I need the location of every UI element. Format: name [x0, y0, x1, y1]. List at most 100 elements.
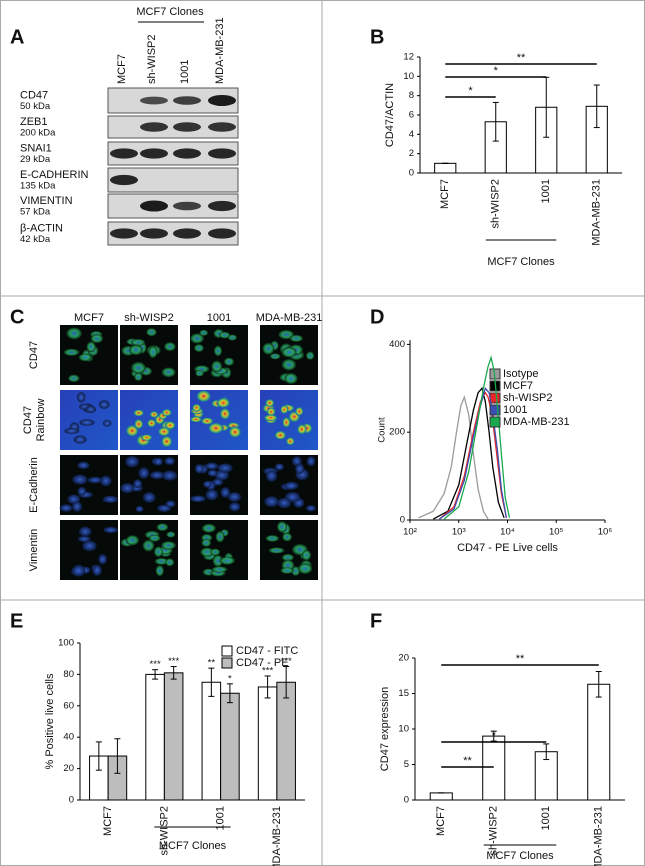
cell — [211, 360, 223, 373]
band — [208, 95, 236, 106]
comparison-label: * — [468, 85, 473, 97]
cell — [284, 481, 299, 490]
cell — [280, 567, 294, 574]
band — [110, 148, 138, 159]
y-tick-label: 10 — [403, 71, 414, 82]
y-tick-label: 20 — [63, 763, 74, 774]
lane-label: 1001 — [179, 60, 191, 84]
cell — [125, 424, 139, 437]
y-tick-label: 15 — [398, 688, 409, 699]
cell — [305, 505, 317, 512]
lane-label: MCF7 — [116, 54, 128, 84]
x-tick-label: MCF7 — [435, 806, 447, 836]
cell — [140, 434, 153, 441]
bar — [482, 735, 506, 801]
legend-label: sh-WISP2 — [503, 392, 553, 404]
column-label: MCF7 — [74, 312, 104, 324]
protein-name: VIMENTIN — [20, 195, 73, 207]
cell — [86, 341, 96, 353]
protein-size: 200 kDa — [20, 128, 56, 139]
band — [173, 148, 201, 159]
cell — [103, 526, 119, 534]
cell — [264, 496, 279, 507]
cell — [208, 422, 224, 434]
cell — [98, 400, 110, 409]
cell — [148, 346, 158, 359]
x-tick-label: sh-WISP2 — [490, 179, 502, 229]
y-tick-label: 0 — [404, 795, 409, 806]
comparison-label: * — [494, 65, 499, 77]
bar — [587, 683, 611, 801]
column-label: sh-WISP2 — [124, 312, 174, 324]
protein-size: 29 kDa — [20, 154, 51, 165]
y-tick-label: 2 — [409, 148, 414, 159]
cell — [161, 408, 172, 417]
cell — [229, 502, 241, 512]
cell — [134, 418, 144, 430]
y-tick-label: 0 — [69, 795, 74, 806]
bar — [257, 686, 278, 801]
x-tick-label: MDA-MB-231 — [593, 806, 605, 866]
legend-swatch — [221, 645, 233, 657]
protein-name: SNAI1 — [20, 142, 52, 154]
cell — [274, 430, 287, 440]
protein-size: 42 kDa — [20, 234, 51, 245]
cell — [285, 437, 295, 446]
cell — [217, 463, 233, 473]
x-axis-label: CD47 - PE Live cells — [457, 542, 558, 554]
cell — [212, 554, 223, 567]
band — [110, 228, 138, 239]
x-tick-label: 10⁶ — [598, 527, 613, 538]
cell — [200, 417, 214, 425]
cell — [72, 564, 86, 577]
panel-letter: E — [10, 610, 23, 632]
legend-swatch — [221, 657, 233, 669]
row-label: CD47 — [22, 406, 34, 434]
x-tick-label: 10² — [403, 527, 417, 538]
y-tick-label: 10 — [398, 724, 409, 735]
band — [140, 228, 168, 239]
legend-label: MCF7 — [503, 380, 533, 392]
cell — [289, 334, 304, 342]
band — [140, 122, 168, 132]
group-label: MCF7 Clones — [487, 256, 555, 268]
x-tick-label: MCF7 — [102, 806, 114, 836]
cell — [102, 419, 112, 427]
cell — [282, 417, 291, 428]
cell — [82, 540, 97, 552]
cell — [219, 331, 231, 339]
cell — [280, 405, 289, 414]
panel-letter: B — [370, 26, 384, 48]
cell — [301, 549, 312, 561]
histogram-line — [432, 386, 505, 520]
cell — [85, 405, 97, 414]
x-tick-label: sh-WISP2 — [488, 806, 500, 856]
column-label: MDA-MB-231 — [256, 312, 323, 324]
lane-label: MDA-MB-231 — [214, 17, 226, 84]
legend-swatch — [489, 392, 501, 404]
bar — [434, 162, 457, 174]
y-axis-label: Count — [377, 417, 388, 443]
cell — [157, 504, 172, 512]
cell — [149, 471, 165, 480]
cell — [200, 547, 214, 557]
cell — [79, 419, 95, 426]
band — [140, 96, 168, 105]
cell — [120, 482, 135, 494]
cell — [129, 344, 143, 356]
row-label: Rainbow — [35, 399, 47, 442]
cell — [195, 370, 204, 377]
cell — [210, 548, 221, 556]
cell — [161, 367, 176, 378]
cell — [76, 392, 86, 403]
legend-label: 1001 — [503, 404, 527, 416]
protein-size: 50 kDa — [20, 101, 51, 112]
protein-size: 135 kDa — [20, 181, 56, 192]
cell — [219, 407, 231, 420]
bar — [201, 681, 222, 801]
cell — [220, 487, 231, 498]
cell — [77, 486, 87, 496]
bar — [276, 681, 296, 801]
cell — [166, 531, 176, 538]
y-tick-label: 40 — [63, 732, 74, 743]
